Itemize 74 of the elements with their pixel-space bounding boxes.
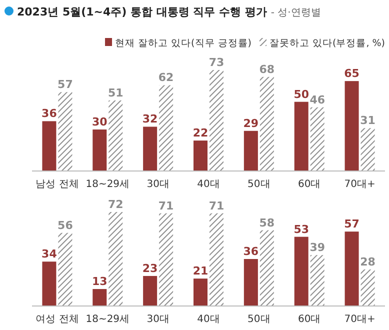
data-label: 62 xyxy=(158,71,174,84)
data-label: 29 xyxy=(243,116,259,130)
bar xyxy=(210,213,224,306)
data-label: 23 xyxy=(142,262,158,275)
bar xyxy=(244,130,258,171)
x-tick-label: 남성 전체 xyxy=(36,179,79,190)
data-label: 71 xyxy=(208,199,224,212)
bar xyxy=(42,121,56,171)
x-tick-label: 18~29세 xyxy=(86,314,130,325)
bar xyxy=(58,92,72,171)
bar xyxy=(310,107,324,171)
x-tick-label: 60대 xyxy=(298,314,321,325)
data-label: 53 xyxy=(294,222,310,236)
bar xyxy=(108,100,123,171)
bar xyxy=(194,140,208,171)
bar xyxy=(194,278,208,306)
bar xyxy=(344,232,359,306)
data-label: 36 xyxy=(42,107,58,120)
data-label: 58 xyxy=(259,216,275,230)
legend-label: 잘못하고 있다(부정률, %) xyxy=(270,38,385,49)
bar xyxy=(244,259,258,306)
bar xyxy=(360,128,375,171)
x-tick-label: 60대 xyxy=(298,179,321,190)
bar xyxy=(92,289,107,306)
x-tick-label: 40대 xyxy=(197,179,220,190)
bar xyxy=(310,255,324,306)
bar xyxy=(159,85,174,171)
data-label: 39 xyxy=(310,241,326,254)
data-label: 31 xyxy=(360,114,376,128)
bar xyxy=(92,129,107,171)
x-tick-label: 50대 xyxy=(248,179,270,190)
bar xyxy=(159,213,174,306)
data-label: 32 xyxy=(142,112,158,126)
data-label: 65 xyxy=(344,67,360,80)
data-label: 30 xyxy=(92,115,108,128)
x-tick-label: 여성 전체 xyxy=(36,314,79,325)
data-label: 51 xyxy=(108,86,124,100)
data-label: 34 xyxy=(42,248,58,261)
x-tick-label: 70대+ xyxy=(344,179,376,190)
data-label: 21 xyxy=(192,264,208,278)
data-label: 28 xyxy=(360,255,376,268)
x-tick-label: 30대 xyxy=(146,179,170,190)
legend-label: 현재 잘하고 있다(직무 긍정률) xyxy=(115,38,252,49)
bar xyxy=(143,276,158,306)
bar xyxy=(58,232,72,306)
bar xyxy=(42,262,56,306)
x-tick-label: 40대 xyxy=(197,314,220,325)
data-label: 73 xyxy=(208,56,224,69)
data-label: 71 xyxy=(158,199,174,212)
data-label: 13 xyxy=(92,275,108,288)
x-tick-label: 18~29세 xyxy=(86,179,130,190)
bar xyxy=(294,236,308,306)
data-label: 57 xyxy=(344,218,360,231)
data-label: 56 xyxy=(58,218,74,232)
bar xyxy=(143,126,158,171)
data-label: 22 xyxy=(192,126,208,140)
bar xyxy=(260,76,274,171)
x-tick-label: 70대+ xyxy=(344,314,376,325)
data-label: 46 xyxy=(310,93,326,106)
bar xyxy=(260,230,274,306)
x-tick-label: 50대 xyxy=(248,314,270,325)
data-label: 36 xyxy=(243,245,259,258)
bar xyxy=(108,212,123,306)
data-label: 72 xyxy=(108,198,124,211)
chart-subtitle: - 성·연령별 xyxy=(270,8,321,18)
bar xyxy=(344,81,359,171)
bar xyxy=(210,70,224,171)
data-label: 50 xyxy=(294,88,310,101)
chart-title: 2023년 5월(1~4주) 통합 대통령 직무 수행 평가 xyxy=(17,6,267,18)
bar xyxy=(360,269,375,306)
data-label: 57 xyxy=(58,78,73,92)
bar xyxy=(294,102,308,171)
data-label: 68 xyxy=(259,62,275,76)
x-tick-label: 30대 xyxy=(146,314,170,325)
